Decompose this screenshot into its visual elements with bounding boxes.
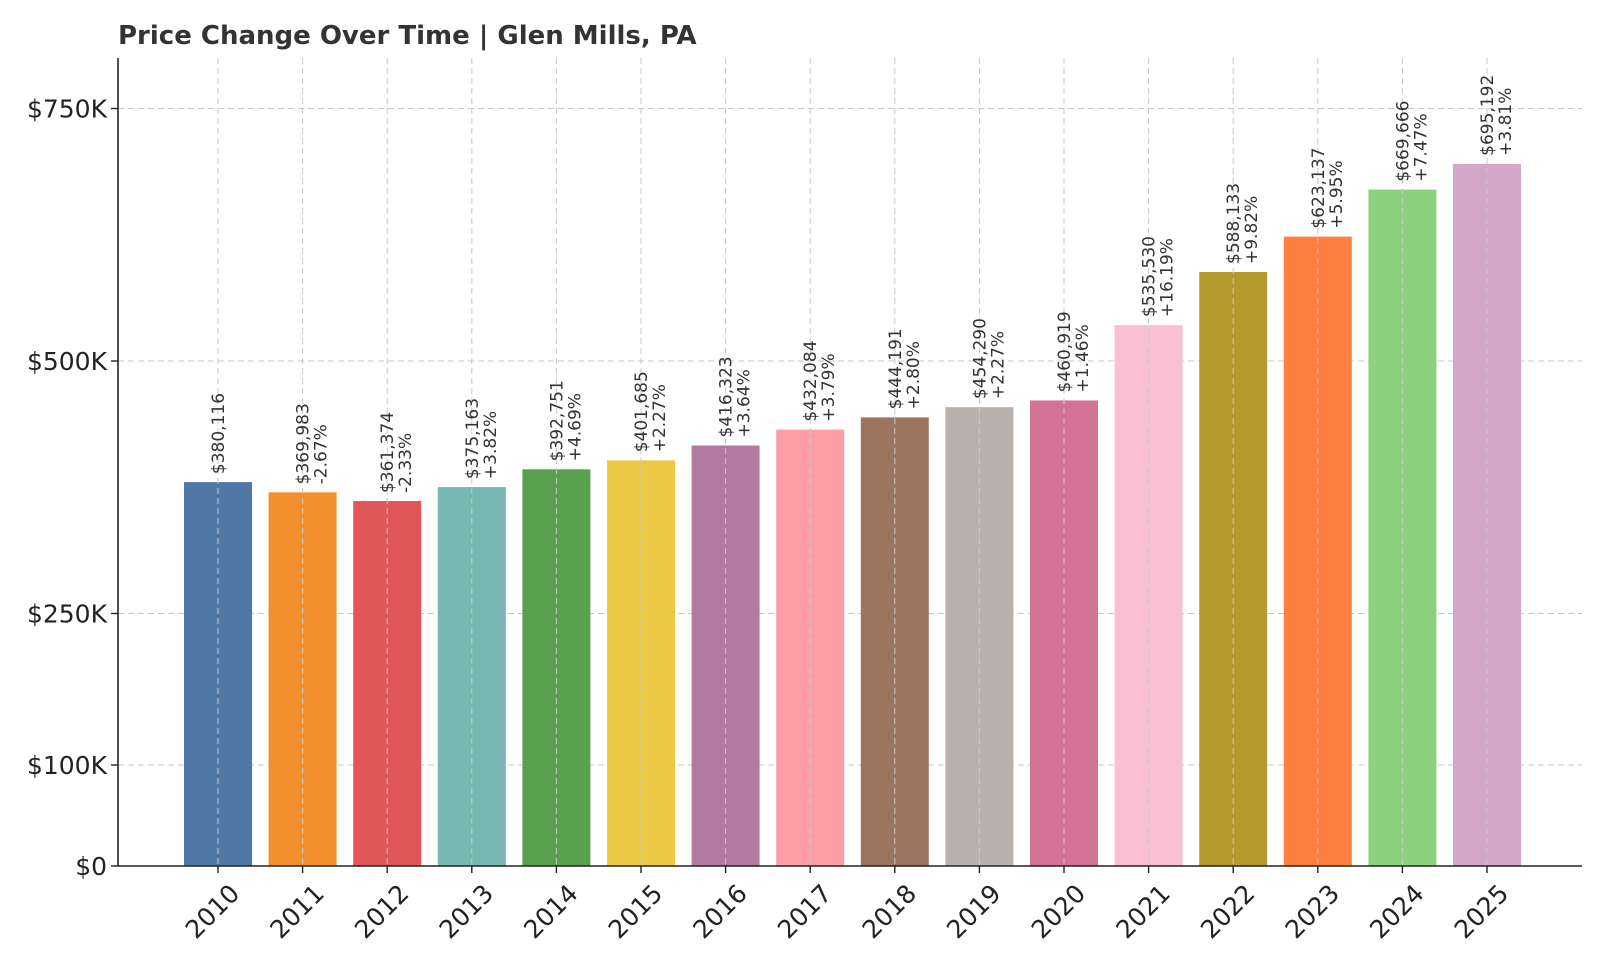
change-label: +3.81%: [1496, 88, 1516, 156]
change-label: +9.82%: [1242, 196, 1262, 264]
change-label: +5.95%: [1327, 160, 1347, 228]
x-tick-label: 2024: [1364, 879, 1429, 944]
value-label: $380,116: [209, 393, 229, 474]
value-label: $454,290: [970, 318, 990, 399]
y-tick-label: $250K: [27, 600, 108, 629]
change-label: +16.19%: [1158, 238, 1178, 317]
change-label: +2.27%: [650, 384, 670, 452]
y-tick-label: $500K: [27, 347, 108, 376]
value-label: $535,530: [1140, 236, 1160, 317]
data-labels: $380,116 $369,983-2.67% $361,374-2.33% $375…: [209, 58, 1516, 866]
x-tick-label: 2012: [349, 879, 414, 944]
bar-2021: [1114, 325, 1183, 866]
value-label: $401,685: [632, 371, 652, 452]
x-tick-label: 2010: [180, 879, 245, 944]
value-label: $444,191: [886, 328, 906, 409]
x-tick-label: 2013: [434, 879, 499, 944]
x-tick-label: 2021: [1110, 879, 1175, 944]
value-label: $460,919: [1055, 311, 1075, 392]
value-label: $369,983: [294, 403, 314, 484]
x-tick-label: 2019: [941, 879, 1006, 944]
value-label: $361,374: [378, 412, 398, 493]
change-label: +3.64%: [735, 369, 755, 437]
x-tick-label: 2015: [603, 879, 668, 944]
bars: [184, 163, 1521, 867]
value-label: $432,084: [801, 340, 821, 421]
x-tick-label: 2014: [518, 879, 583, 944]
change-label: -2.67%: [312, 424, 332, 484]
change-label: +3.79%: [819, 353, 839, 421]
x-tick-label: 2025: [1449, 879, 1514, 944]
value-label: $375,163: [463, 398, 483, 479]
y-tick-label: $0: [75, 852, 107, 881]
x-tick-label: 2022: [1195, 879, 1260, 944]
change-label: +2.27%: [988, 331, 1008, 399]
value-label: $695,192: [1478, 75, 1498, 156]
change-label: +7.47%: [1411, 113, 1431, 181]
value-label: $588,133: [1224, 183, 1244, 264]
value-label: $392,751: [547, 380, 567, 461]
change-label: +1.46%: [1073, 324, 1093, 392]
value-label: $623,137: [1309, 148, 1329, 229]
grid-lines: [118, 108, 1582, 766]
change-label: +3.82%: [481, 411, 501, 479]
value-label: $669,666: [1393, 101, 1413, 182]
x-tick-label: 2020: [1026, 879, 1091, 944]
y-tick-label: $750K: [27, 95, 108, 124]
x-tick-label: 2017: [772, 879, 837, 944]
y-tick-label: $100K: [27, 751, 108, 780]
change-label: -2.33%: [396, 433, 416, 493]
change-label: +4.69%: [565, 393, 585, 461]
x-tick-label: 2018: [857, 879, 922, 944]
x-tick-label: 2011: [264, 879, 329, 944]
bar-2019: [945, 407, 1014, 866]
change-label: +2.80%: [904, 341, 924, 409]
bar-2016: [691, 445, 760, 866]
x-tick-label: 2023: [1280, 879, 1345, 944]
value-label: $416,323: [717, 356, 737, 437]
x-tick-label: 2016: [687, 879, 752, 944]
chart-title: Price Change Over Time | Glen Mills, PA: [118, 21, 697, 51]
